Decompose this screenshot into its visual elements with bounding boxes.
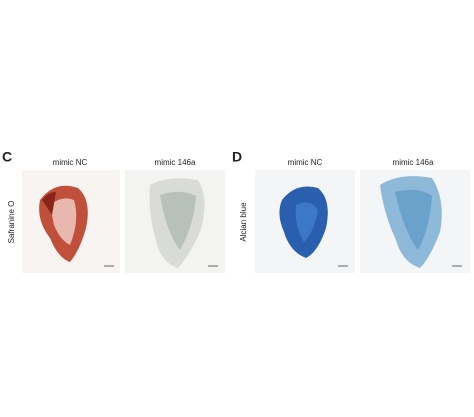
image-title: mimic 146a (155, 158, 196, 167)
image-title: mimic 146a (393, 158, 434, 167)
panel-letter: D (232, 149, 242, 165)
image-title: mimic NC (53, 158, 88, 167)
micrograph (125, 170, 225, 273)
stain-label: Safranine O (7, 201, 16, 244)
micrograph (360, 170, 470, 273)
micrograph (22, 170, 120, 273)
panel-letter: C (2, 149, 12, 165)
micrograph (255, 170, 355, 273)
stain-label: Alcian blue (239, 202, 248, 242)
image-title: mimic NC (288, 158, 323, 167)
